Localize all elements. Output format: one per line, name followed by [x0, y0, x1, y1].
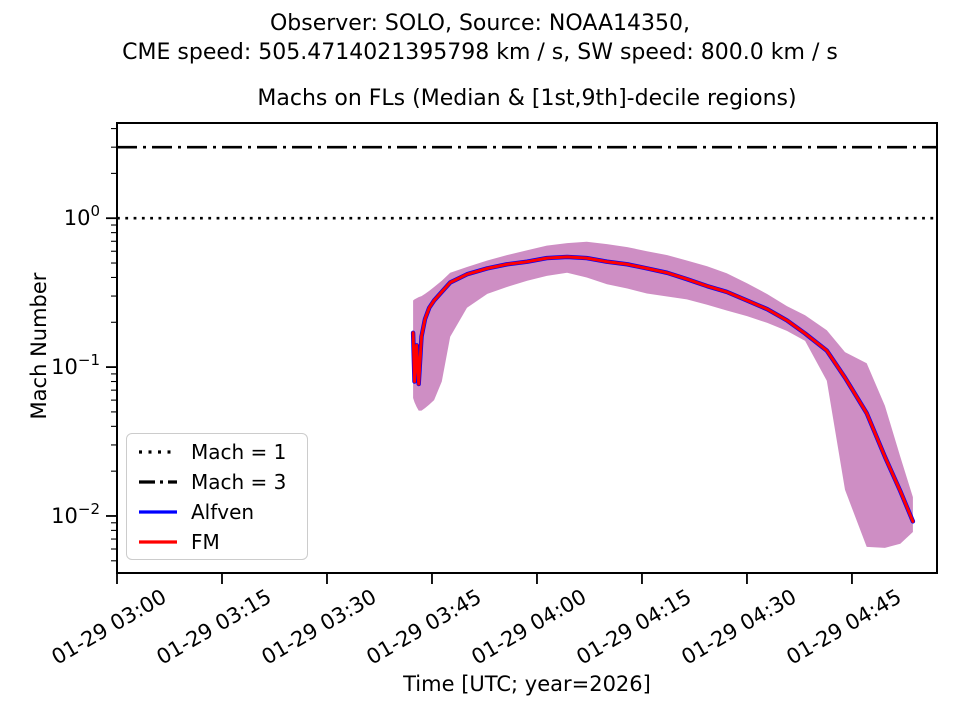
x-axis-label: Time [UTC; year=2026] — [403, 672, 651, 696]
legend-label: Alfven — [191, 499, 255, 524]
legend-sample-fm-line — [139, 539, 177, 544]
suptitle-line-2: CME speed: 505.4714021395798 km / s, SW … — [122, 40, 838, 65]
legend-sample-alfven-line — [139, 509, 177, 514]
x-tick-label: 01-29 03:00 — [47, 585, 170, 670]
x-tick-label: 01-29 04:30 — [677, 585, 800, 670]
y-tick-label: 10−2 — [51, 500, 100, 528]
y-tick-label: 10−1 — [51, 351, 100, 379]
x-tick-label: 01-29 04:15 — [572, 585, 695, 670]
legend-entry-mach3: Mach = 3 — [127, 467, 307, 496]
legend-label: Mach = 3 — [191, 469, 287, 494]
decile-band — [413, 241, 913, 548]
legend-label: FM — [191, 529, 220, 554]
legend-entry-alfven: Alfven — [127, 497, 307, 526]
suptitle-line-1: Observer: SOLO, Source: NOAA14350, — [269, 11, 691, 36]
legend-entry-mach1: Mach = 1 — [127, 437, 307, 466]
axes-title: Machs on FLs (Median & [1st,9th]-decile … — [257, 86, 797, 111]
legend: Mach = 1 Mach = 3 Alfven FM — [126, 433, 308, 560]
x-tick-label: 01-29 03:45 — [362, 585, 485, 670]
x-tick-label: 01-29 03:15 — [152, 585, 275, 670]
axes-spines — [116, 122, 938, 574]
x-tick-label: 01-29 04:45 — [782, 585, 905, 670]
legend-entry-fm: FM — [127, 527, 307, 556]
legend-sample-dashdot-line — [139, 479, 177, 484]
y-axis-label: Mach Number — [27, 272, 51, 420]
y-tick-label: 100 — [64, 202, 100, 230]
x-tick-label: 01-29 04:00 — [467, 585, 590, 670]
fm-median-line — [411, 255, 915, 523]
legend-label: Mach = 1 — [191, 439, 287, 464]
legend-sample-dotted-line — [139, 449, 177, 454]
figure-suptitle: Observer: SOLO, Source: NOAA14350, CME s… — [0, 9, 960, 67]
x-tick-label: 01-29 03:30 — [257, 585, 380, 670]
